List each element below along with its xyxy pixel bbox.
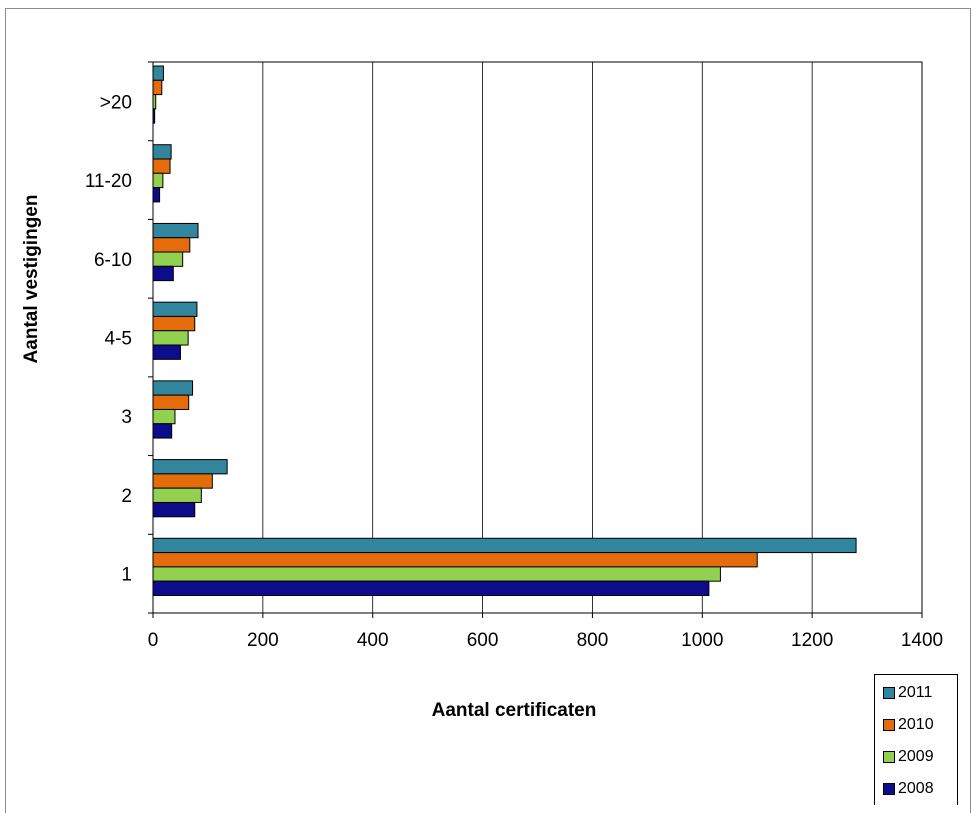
legend: 2011 2010 2009 2008 [874,674,958,805]
y-tick-label: 6-10 [94,250,132,271]
bar-2009-1 [152,566,721,582]
chart-frame [5,8,971,813]
bar-2010-3 [152,394,190,410]
bar-2011-11-20 [152,144,172,160]
bar-2008-6-10 [152,265,174,282]
bar-2010->20 [152,79,163,96]
plot-area-border [152,61,923,614]
bar-2008-3 [152,423,173,439]
bar-2011-1 [152,537,857,554]
y-tick-label: 11-20 [85,171,132,192]
bar-2009-6-10 [152,251,184,267]
bar-2009-4-5 [152,330,189,346]
bar-2010-11-20 [152,158,171,174]
legend-swatch [883,783,895,795]
bar-2010-2 [152,473,213,489]
bar-2010-6-10 [152,237,191,253]
x-tick-label: 1200 [791,630,833,651]
bar-2011-4-5 [152,301,198,317]
bar-2011-2 [152,459,228,475]
legend-item-2011: 2011 [883,683,932,703]
x-tick-label: 600 [467,630,499,651]
legend-swatch [883,719,895,731]
bar-2011-6-10 [152,222,199,239]
x-tick-label: 1000 [681,630,723,651]
legend-label: 2009 [898,748,934,765]
bar-2010-4-5 [152,315,196,332]
bar-2010-1 [152,552,758,568]
bar-2009-3 [152,408,176,425]
y-axis-title: Aantal vestigingen [21,195,42,364]
x-tick-label: 0 [148,630,159,651]
legend-item-2008: 2008 [883,779,934,799]
x-tick-label: 1400 [901,630,943,651]
y-tick-label: 2 [121,486,132,507]
y-tick-label: 4-5 [105,329,132,350]
y-tick-label: >20 [100,92,132,113]
bar-2008-11-20 [152,187,161,203]
legend-item-2009: 2009 [883,747,934,767]
legend-label: 2008 [898,780,934,797]
bar-2009-2 [152,487,202,503]
y-tick-label: 1 [121,565,132,586]
y-tick-label: 3 [121,407,132,428]
legend-swatch [883,751,895,763]
legend-label: 2010 [898,716,934,733]
x-axis-title: Aantal certificaten [432,700,597,721]
x-tick-label: 400 [357,630,389,651]
legend-label: 2011 [898,684,933,701]
x-tick-label: 800 [577,630,609,651]
bar-2009-11-20 [152,172,164,189]
legend-item-2010: 2010 [883,715,934,735]
bar-2008-4-5 [152,344,181,360]
bar-2008-1 [152,580,710,596]
bar-2008-2 [152,501,196,518]
x-tick-label: 200 [247,630,279,651]
legend-swatch [883,687,895,699]
bar-2011->20 [152,65,164,81]
bar-2011-3 [152,380,194,396]
